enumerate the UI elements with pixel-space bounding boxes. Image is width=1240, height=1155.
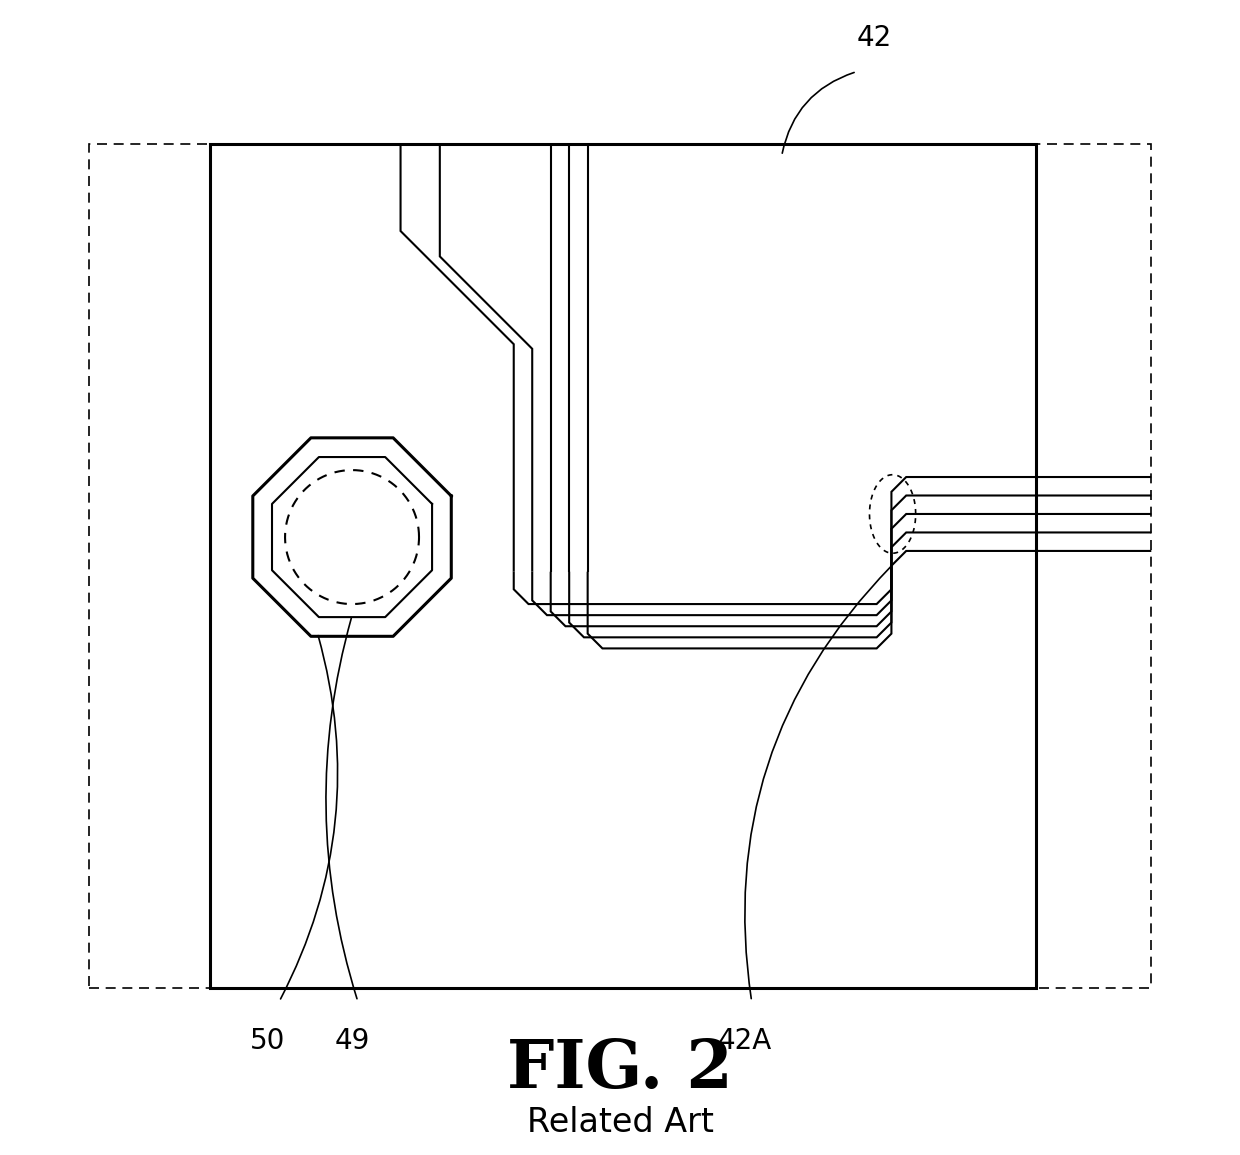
Bar bbox=[210, 144, 1035, 988]
Text: 42A: 42A bbox=[718, 1027, 771, 1055]
Bar bbox=[89, 144, 1151, 988]
Text: FIG. 2: FIG. 2 bbox=[507, 1037, 733, 1102]
Text: Related Art: Related Art bbox=[527, 1106, 713, 1139]
Text: 50: 50 bbox=[250, 1027, 285, 1055]
Text: 49: 49 bbox=[335, 1027, 370, 1055]
Text: 42: 42 bbox=[857, 24, 892, 52]
